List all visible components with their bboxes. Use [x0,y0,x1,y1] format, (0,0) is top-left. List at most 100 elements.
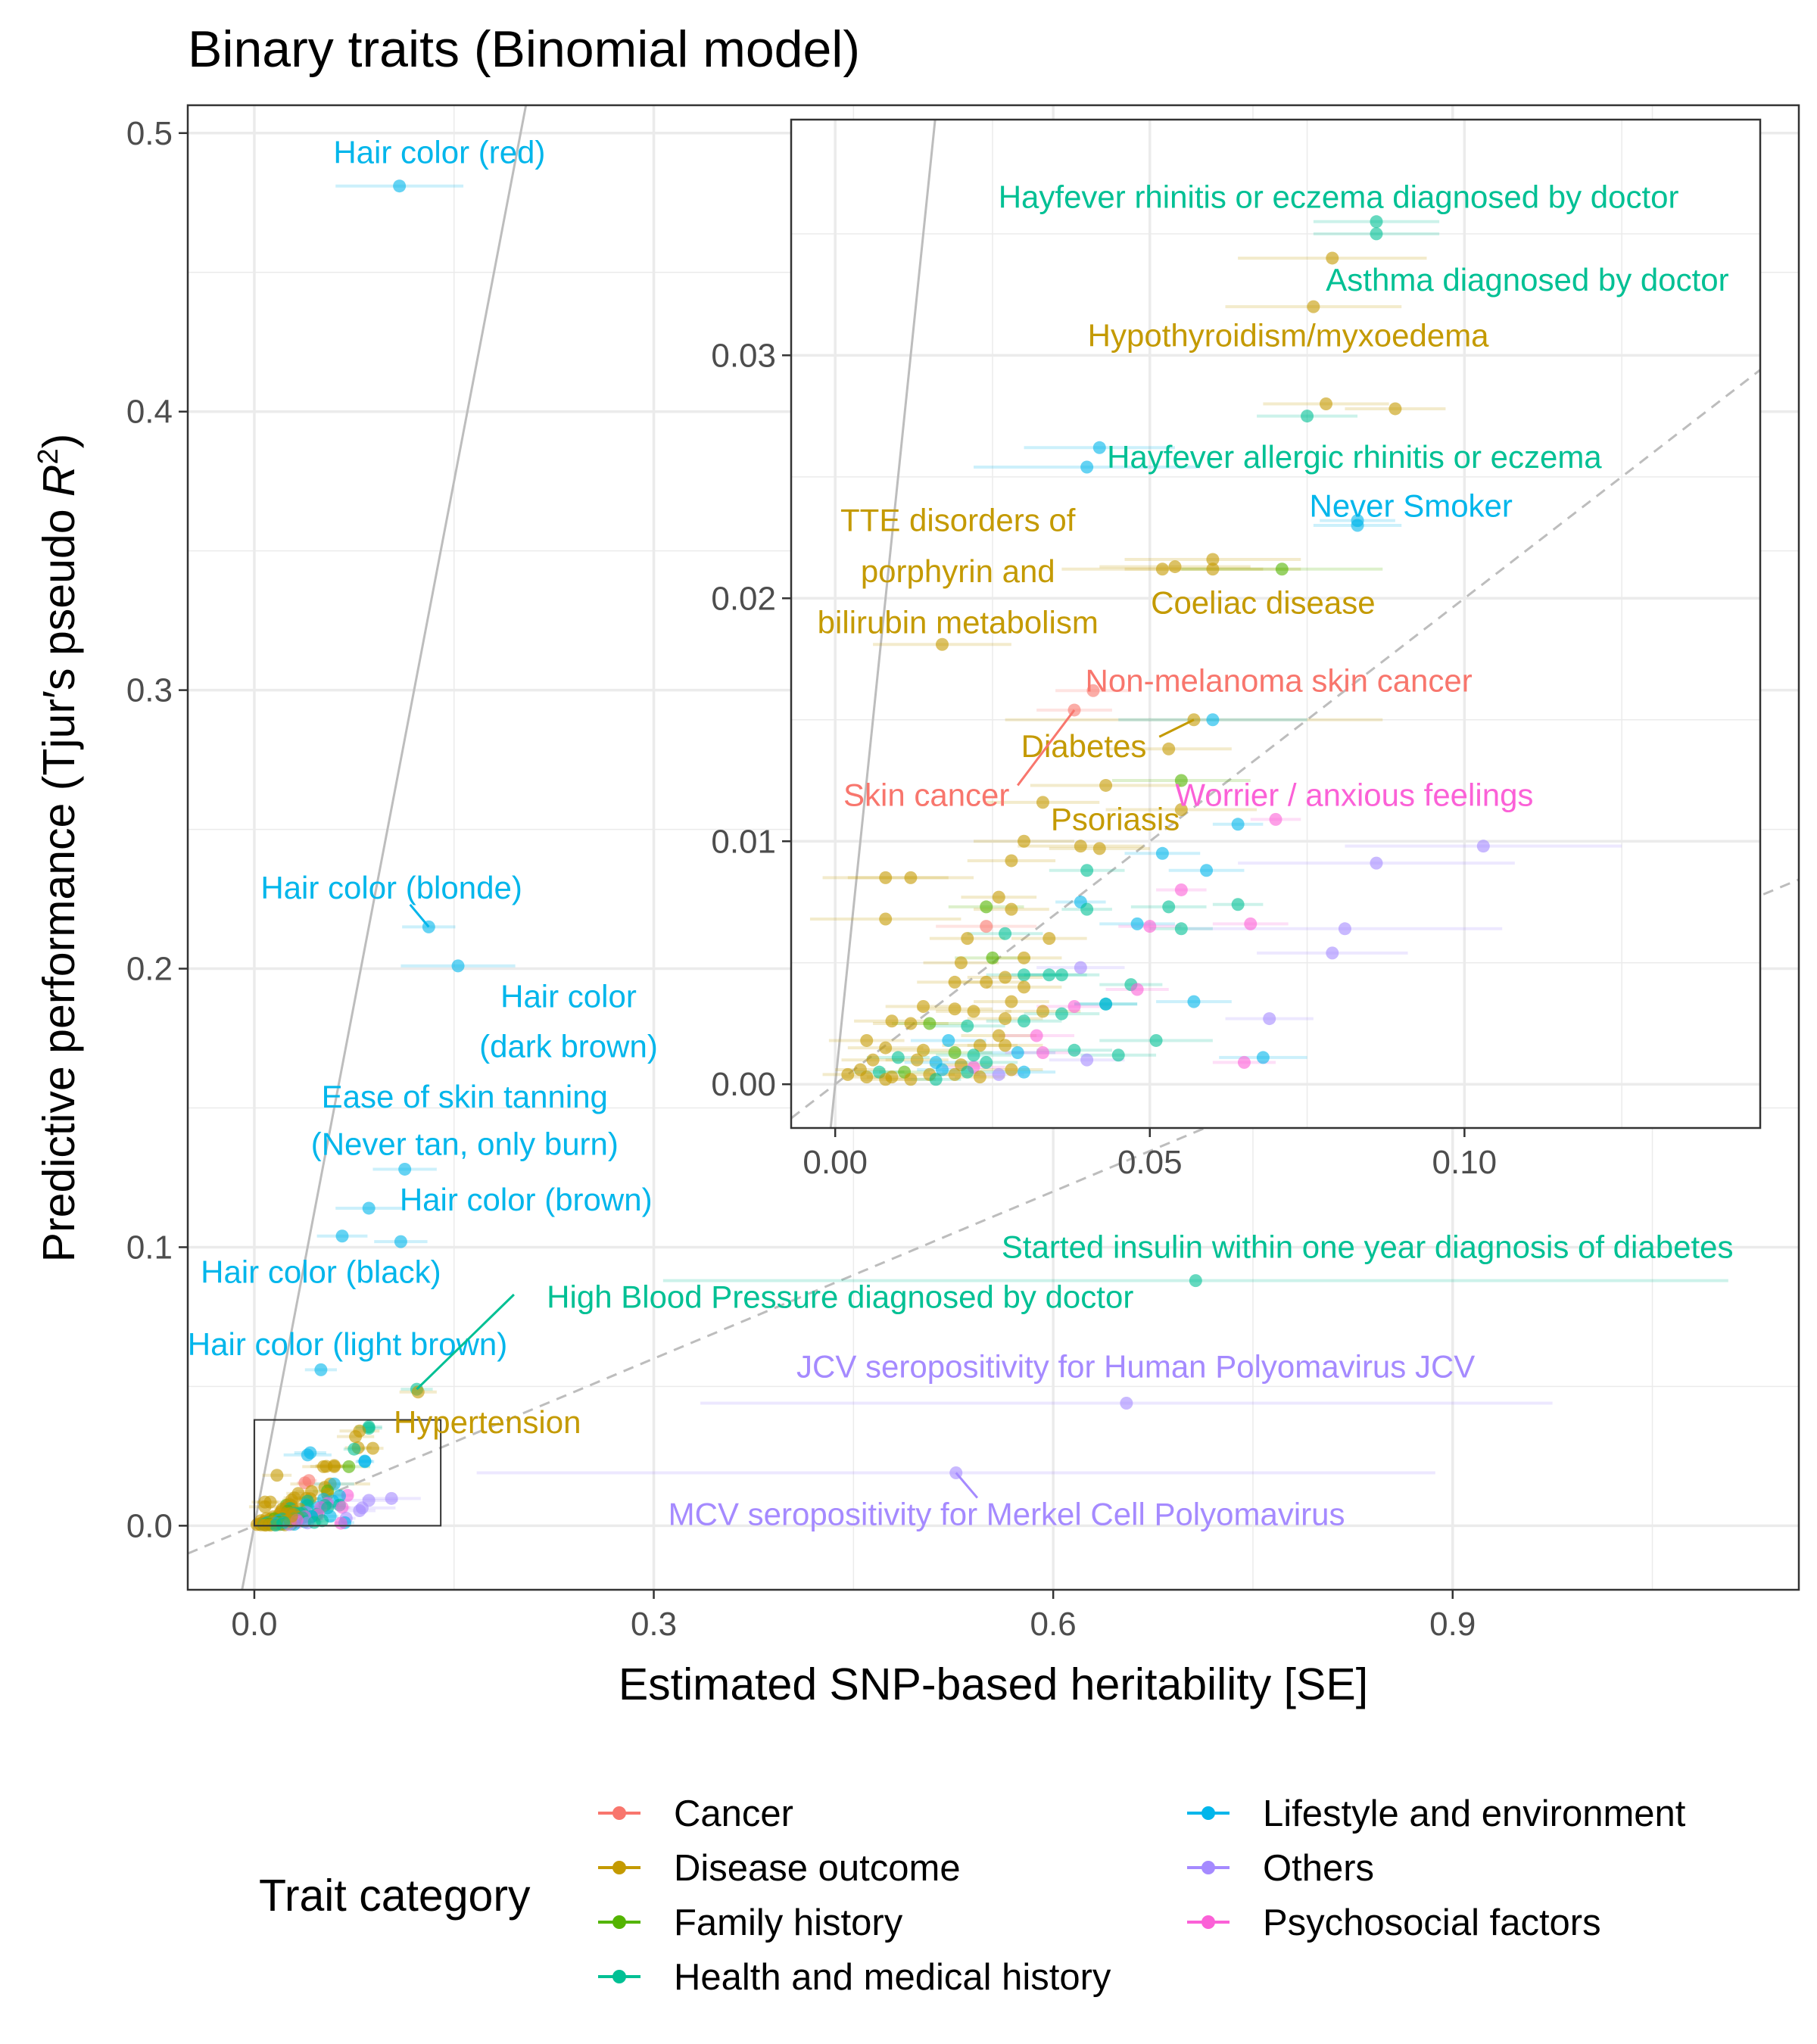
inset-data-point [1174,803,1188,817]
inset-data-point [1370,227,1383,241]
data-point [335,1229,349,1243]
data-point [342,1460,356,1473]
inset-data-point [1036,1005,1049,1018]
data-point [1120,1396,1133,1410]
data-point [316,1460,330,1473]
inset-data-point [1036,796,1049,809]
inset-border [790,118,1762,1129]
data-point [277,1516,291,1529]
inset-data-point [929,1073,943,1086]
inset-data-point [866,1053,880,1067]
legend-key-point [1201,1861,1215,1874]
inset-plot-panel: Hayfever rhinitis or eczema diagnosed by… [711,118,1762,1181]
inset-data-point [1187,995,1201,1008]
inset-data-point [1111,1048,1125,1062]
inset-data-point [1080,1053,1094,1067]
legend-key-point [612,1970,626,1983]
data-point [366,1441,379,1455]
inset-data-point [948,1046,961,1060]
inset-data-point [986,951,999,964]
inset-data-point [980,900,993,914]
inset-data-point [1055,1007,1068,1020]
inset-data-point [1174,883,1188,896]
chart-title: Binary traits (Binomial model) [188,20,860,78]
inset-data-point [1018,834,1031,848]
point-label: Psoriasis [1051,801,1180,837]
point-label: porphyrin and [861,553,1055,589]
inset-data-point [1206,713,1220,727]
inset-y-tick-label: 0.00 [711,1066,776,1103]
point-label: Skin cancer [843,777,1009,812]
inset-data-point [1231,898,1245,911]
inset-data-point [961,1065,974,1079]
y-axis-title-main: Predictive performance (Tjur′s pseudo [34,497,84,1262]
legend-entry-label: Psychosocial factors [1263,1902,1601,1943]
inset-data-point [948,1002,961,1016]
inset-data-point [1269,812,1282,826]
inset-data-point [1351,519,1364,532]
data-point [1189,1274,1202,1288]
point-label: Hayfever rhinitis or eczema diagnosed by… [999,179,1679,215]
point-label: Hair color [500,978,637,1014]
inset-data-point [904,1017,918,1030]
inset-data-point [1018,951,1031,964]
point-label: TTE disorders of [840,503,1076,538]
inset-data-point [1263,1012,1276,1026]
inset-data-point [1231,818,1245,831]
inset-data-point [942,1033,955,1047]
inset-data-point [1370,215,1383,229]
inset-data-point [973,1070,986,1084]
inset-data-point [1043,932,1056,946]
inset-data-point [841,1067,855,1081]
inset-data-point [1206,562,1220,576]
x-tick-label: 0.0 [231,1606,277,1643]
y-tick-label: 0.2 [126,951,173,988]
inset-data-point [1030,1029,1043,1042]
x-tick-label: 0.6 [1030,1606,1077,1643]
inset-data-point [992,1067,1005,1081]
inset-data-point [1256,1051,1270,1064]
inset-data-point [904,871,918,884]
inset-data-point [999,927,1012,940]
inset-data-point [1319,397,1332,411]
inset-data-point [879,912,893,926]
inset-data-point [1168,560,1182,574]
legend-key-point [612,1806,626,1820]
inset-data-point [1067,1043,1081,1057]
inset-data-point [1307,300,1320,313]
point-label: Non-melanoma skin cancer [1086,662,1473,698]
legend-entry-label: Family history [674,1902,903,1943]
data-point [393,179,407,193]
inset-data-point [1370,856,1383,870]
inset-data-point [1074,961,1087,974]
label-connector [409,903,430,928]
data-point [394,1235,407,1248]
inset-data-point [1055,968,1068,982]
legend-key-point [612,1861,626,1874]
main-plot-panel: Hair color (red) Hair color (blonde) Hair … [126,104,1800,1643]
inset-data-point [999,1012,1012,1026]
reference-line-solid [241,104,528,1591]
inset-data-point [1174,774,1188,787]
point-label: Ease of skin tanning [322,1079,608,1114]
inset-data-point [967,1005,980,1018]
inset-data-point [1476,840,1490,853]
point-label: Worrier / anxious feelings [1175,777,1533,812]
inset-data-point [954,956,968,970]
inset-data-point [917,1000,930,1014]
data-point [314,1363,328,1376]
point-label: bilirubin metabolism [818,604,1099,640]
legend-entry-label: Cancer [674,1793,793,1834]
data-point [348,1442,361,1456]
inset-data-point [999,971,1012,984]
point-label: High Blood Pressure diagnosed by doctor [547,1279,1133,1315]
y-axis-title-sup: 2 [33,448,64,464]
inset-zoom-box [253,1419,442,1527]
main-panel-border [186,104,1800,1591]
inset-data-point [1011,1046,1024,1060]
point-label: Coeliac disease [1151,585,1376,621]
y-axis-title-close: ) [34,434,84,449]
inset-data-point [1149,1033,1163,1047]
point-label: Diabetes [1021,728,1147,764]
